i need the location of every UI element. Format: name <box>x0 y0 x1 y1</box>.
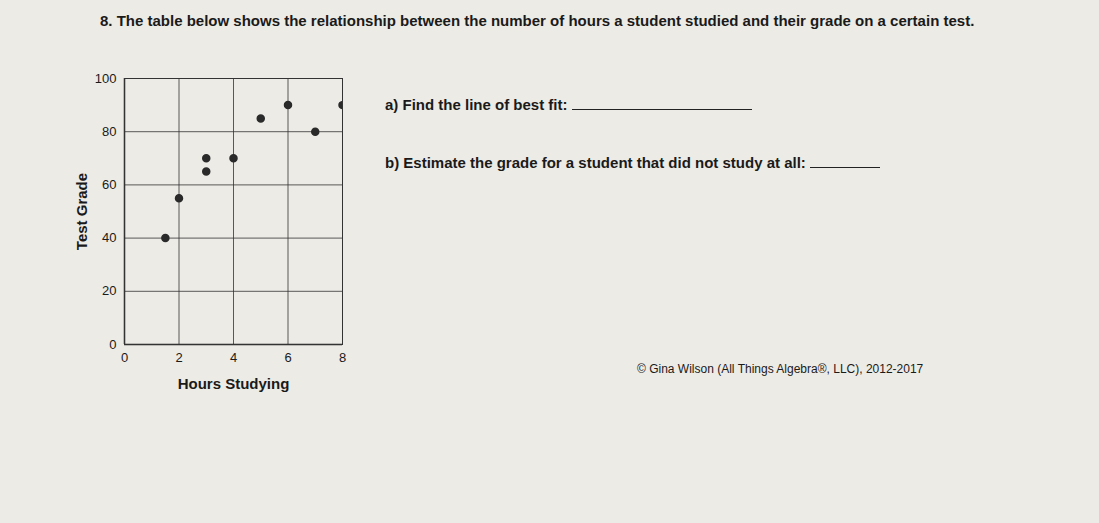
html-text:b) Estimate the grade for a st: b) Estimate the grade for a student that… <box>385 154 806 171</box>
svg-text:20: 20 <box>102 283 116 298</box>
html-text:8. The table below shows the r: 8. The table below shows the relationshi… <box>100 12 975 29</box>
svg-text:Test Grade: Test Grade <box>73 173 90 250</box>
svg-text:Hours Studying: Hours Studying <box>178 375 290 392</box>
html-text:a) Find the line of best fit:: a) Find the line of best fit: <box>385 96 568 113</box>
svg-text:40: 40 <box>102 230 116 245</box>
html-text:© Gina Wilson (All Things Alge: © Gina Wilson (All Things Algebra®, LLC)… <box>637 362 924 376</box>
svg-text:6: 6 <box>284 350 291 365</box>
svg-text:100: 100 <box>95 71 117 86</box>
svg-text:60: 60 <box>102 177 116 192</box>
svg-text:0: 0 <box>109 337 116 352</box>
svg-text:2: 2 <box>175 350 182 365</box>
svg-text:80: 80 <box>102 124 116 139</box>
svg-text:0: 0 <box>121 350 128 365</box>
svg-text:8: 8 <box>339 350 346 365</box>
svg-text:4: 4 <box>230 350 237 365</box>
